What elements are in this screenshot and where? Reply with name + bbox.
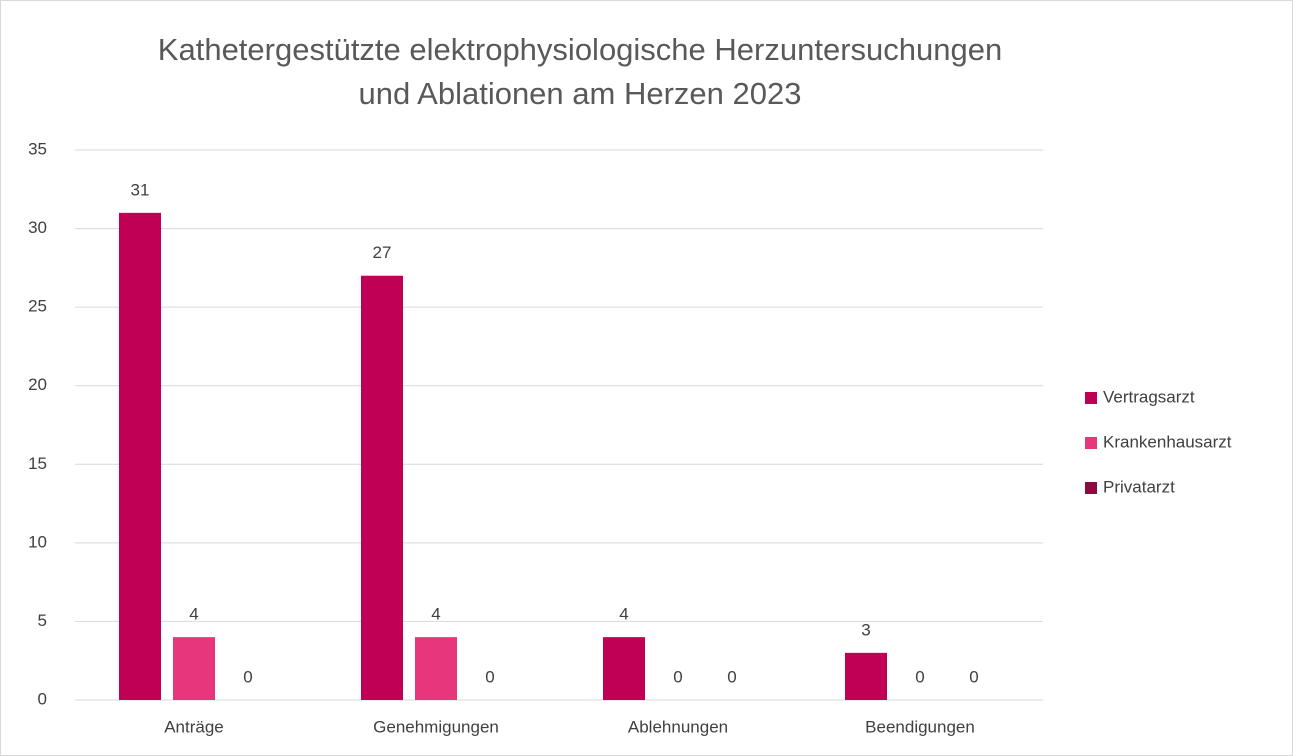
legend-label: Krankenhausarzt <box>1103 432 1232 451</box>
x-tick-label: Ablehnungen <box>628 717 728 736</box>
x-tick-label: Genehmigungen <box>373 717 499 736</box>
data-label: 0 <box>485 667 494 686</box>
legend-swatch <box>1085 482 1097 494</box>
legend-label: Vertragsarzt <box>1103 387 1195 406</box>
y-tick-label: 35 <box>28 139 47 158</box>
bar <box>603 637 645 700</box>
data-label: 0 <box>727 667 736 686</box>
bar <box>361 275 403 700</box>
y-tick-label: 15 <box>28 454 47 473</box>
y-tick-label: 10 <box>28 532 47 551</box>
bar <box>173 637 215 700</box>
data-label: 31 <box>131 180 150 199</box>
bar <box>119 212 161 700</box>
data-label: 3 <box>861 620 870 639</box>
x-tick-label: Anträge <box>164 717 224 736</box>
data-label: 4 <box>431 605 440 624</box>
data-label: 27 <box>373 243 392 262</box>
data-label: 4 <box>189 605 198 624</box>
y-tick-label: 5 <box>38 611 47 630</box>
y-tick-label: 0 <box>38 689 47 708</box>
legend-swatch <box>1085 392 1097 404</box>
data-label: 4 <box>619 605 628 624</box>
data-label: 0 <box>243 667 252 686</box>
legend-label: Privatarzt <box>1103 477 1175 496</box>
x-tick-label: Beendigungen <box>865 717 975 736</box>
data-label: 0 <box>969 667 978 686</box>
data-label: 0 <box>673 667 682 686</box>
y-tick-label: 20 <box>28 375 47 394</box>
bar <box>415 637 457 700</box>
y-tick-label: 30 <box>28 218 47 237</box>
y-tick-label: 25 <box>28 297 47 316</box>
legend-swatch <box>1085 437 1097 449</box>
data-label: 0 <box>915 667 924 686</box>
chart-title: Kathetergestützte elektrophysiologische … <box>157 32 1003 111</box>
bar <box>845 652 887 700</box>
